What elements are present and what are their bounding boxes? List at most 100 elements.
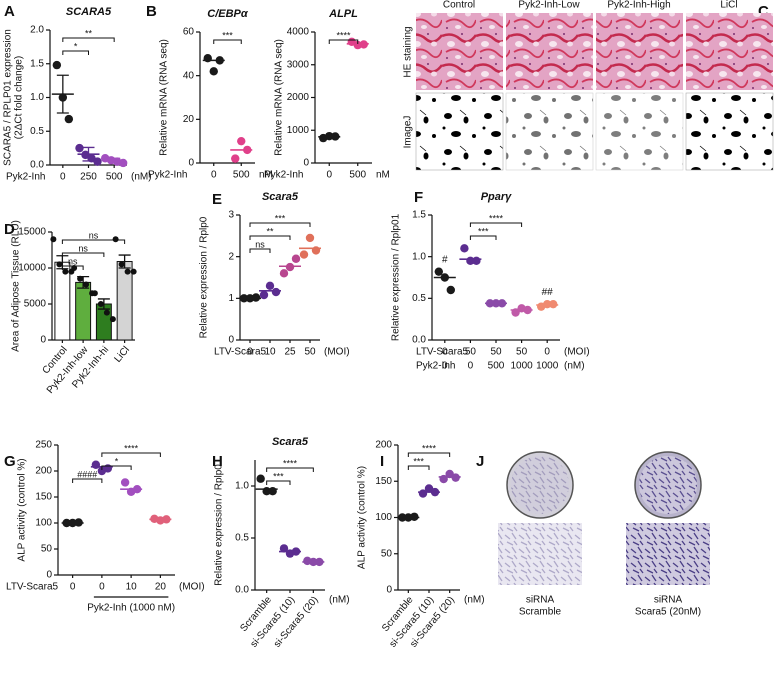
imagej-image [595,92,684,171]
y-tick-label: 0.0 [235,585,249,596]
panel-letter: D [4,221,15,238]
significance-label: **** [489,213,504,223]
y-axis-label: Relative expression / Rplp0 [199,216,210,338]
data-point [549,299,558,309]
x-tick-label: 0 [60,172,66,183]
y-axis-label: (2ΔCt fold change) [14,56,25,139]
x-tick-label: 0 [247,347,253,358]
y-tick-label: 4000 [287,27,310,38]
chart-title: ALPL [328,8,358,20]
y-axis-label: ALP activity (control %) [17,458,28,561]
significance-bracket [101,452,161,457]
panel-letter: B [146,3,157,20]
panel-letter: G [4,453,16,470]
data-point [434,267,443,276]
significance-bracket [249,248,271,253]
x-tick-label: 50 [490,347,502,358]
x-tick-label: 500 [349,170,366,181]
row-label: ImageJ [403,116,414,149]
y-axis-label: Relative expression / Rplp0 [214,464,225,586]
x-tick-label: 500 [488,361,505,372]
x-unit: (MOI) [564,347,590,358]
x-unit: (nM) [329,595,350,606]
column-label: Pyk2-Inh-Low [518,0,580,11]
data-point [64,114,74,124]
x-unit: (nM) [564,361,585,372]
x-tick-label: 0 [468,361,474,372]
he-image [596,13,683,90]
y-tick-label: 2000 [287,92,310,103]
significance-bracket [62,50,89,55]
y-tick-label: 40 [183,70,195,81]
y-tick-label: 1000 [287,125,310,136]
significance-label: ns [255,239,265,249]
x-tick-label: 500 [106,172,123,183]
significance-bracket [266,480,291,485]
he-image [506,13,593,90]
y-axis-label: SCARA5 / RPLP01 expression [3,29,14,166]
x-tick-label: 0 [442,347,448,358]
panel-letter: C [758,3,769,20]
significance-label: **** [336,30,351,40]
y-tick-label: 50 [41,544,53,555]
y-tick-label: 3000 [287,59,310,70]
annotation: ## [542,287,554,298]
data-point [103,464,113,473]
row-label: HE staining [403,26,414,77]
data-point [103,309,110,316]
data-point [299,250,309,259]
x-tick-label: LiCl [112,345,132,365]
significance-bracket [407,452,451,457]
chart-title: Scara5 [272,436,309,448]
y-axis-label: ALP activity (control %) [357,466,368,569]
panel-letter: I [380,453,384,470]
data-point [305,233,315,243]
x-axis-label: Pyk2-Inh [264,170,303,181]
y-tick-label: 0 [46,570,52,581]
x-unit: nM [259,170,273,181]
significance-label: **** [422,443,437,453]
data-point [543,299,552,309]
data-point [50,236,57,243]
x-tick-label: 500 [233,170,250,181]
caption: Scara5 (20nM) [635,607,701,618]
x-axis-label: Pyk2-Inh [148,170,187,181]
y-tick-label: 10000 [18,263,46,274]
data-point [118,261,125,268]
y-tick-label: 50 [381,548,393,559]
y-tick-label: 1.0 [412,251,426,262]
data-point [52,60,62,70]
data-point [124,268,131,275]
data-point [91,290,98,297]
significance-label: * [115,456,119,466]
caption: siRNA [654,595,683,606]
significance-label: #### [77,469,97,479]
significance-label: * [74,41,78,51]
caption: siRNA [526,595,555,606]
data-point [256,474,265,483]
imagej-image [415,92,504,171]
y-tick-label: 0 [188,158,194,169]
data-point [472,256,481,266]
y-tick-label: 1 [228,293,234,304]
x-tick-label: 1000 [510,361,533,372]
he-image [416,13,503,90]
chart-title: Pparγ [481,191,512,203]
data-point [259,290,269,300]
y-tick-label: 150 [375,476,392,487]
panel-letter: E [212,191,222,208]
significance-label: ** [266,226,274,236]
group-label: Pyk2-Inh (1000 nM) [87,603,175,614]
column-label: LiCl [720,0,737,11]
significance-bracket [249,222,311,227]
significance-label: *** [275,213,286,223]
x-tick-label: 10 [264,347,276,358]
y-tick-label: 20 [183,114,195,125]
y-tick-label: 2.0 [30,25,44,36]
panel-letter: J [476,453,484,470]
y-axis-label: Area of Adipose Tissue (RLU) [11,220,22,352]
x-unit: (nM) [131,172,152,183]
y-tick-label: 1.0 [30,92,44,103]
bar [54,261,71,341]
significance-bracket [469,235,497,240]
